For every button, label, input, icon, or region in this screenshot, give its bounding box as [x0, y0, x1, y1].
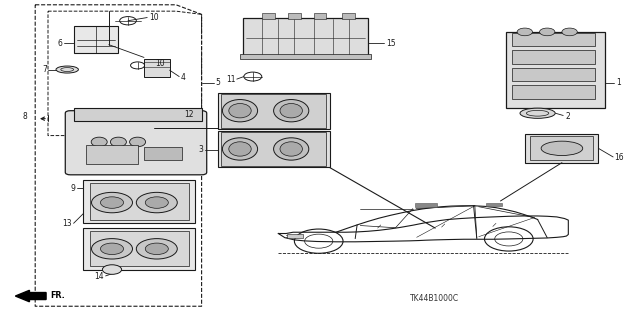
Circle shape: [100, 197, 124, 208]
Ellipse shape: [520, 108, 556, 118]
Circle shape: [562, 28, 577, 36]
Bar: [262, 13, 275, 19]
Ellipse shape: [56, 66, 79, 73]
Text: 1: 1: [616, 78, 621, 87]
Bar: [90, 231, 189, 266]
Ellipse shape: [274, 100, 309, 122]
Ellipse shape: [92, 137, 108, 147]
Text: 10: 10: [156, 59, 165, 68]
Circle shape: [136, 192, 177, 213]
Ellipse shape: [110, 137, 127, 147]
Ellipse shape: [280, 103, 302, 118]
Bar: [415, 203, 437, 207]
Bar: [525, 134, 598, 163]
Ellipse shape: [229, 103, 252, 118]
Circle shape: [517, 28, 532, 36]
Ellipse shape: [129, 137, 146, 147]
Bar: [314, 13, 326, 19]
Bar: [243, 18, 368, 57]
Text: FR.: FR.: [50, 291, 65, 300]
Text: 2: 2: [565, 112, 570, 121]
Circle shape: [136, 239, 177, 259]
Ellipse shape: [274, 138, 309, 160]
Bar: [74, 26, 118, 53]
Bar: [90, 183, 189, 220]
Text: 14: 14: [95, 272, 104, 281]
Bar: [240, 54, 371, 59]
Text: 13: 13: [63, 219, 72, 228]
Bar: [486, 203, 502, 206]
Text: 3: 3: [198, 145, 204, 154]
Bar: [512, 85, 595, 99]
Ellipse shape: [223, 138, 258, 160]
Bar: [512, 33, 595, 46]
Bar: [144, 59, 170, 77]
Text: 10: 10: [149, 13, 159, 22]
Text: 7: 7: [42, 65, 47, 74]
Bar: [86, 145, 138, 164]
Bar: [512, 68, 595, 81]
FancyBboxPatch shape: [74, 108, 202, 121]
Circle shape: [145, 243, 168, 255]
Bar: [288, 13, 301, 19]
Circle shape: [92, 239, 132, 259]
Circle shape: [145, 197, 168, 208]
Bar: [287, 234, 303, 238]
Ellipse shape: [223, 100, 258, 122]
Bar: [221, 94, 326, 128]
Circle shape: [102, 265, 122, 274]
Bar: [506, 32, 605, 108]
Text: 11: 11: [226, 75, 236, 84]
Circle shape: [100, 243, 124, 255]
Bar: [218, 131, 330, 167]
Text: 15: 15: [386, 39, 396, 48]
Text: 12: 12: [184, 110, 194, 119]
Circle shape: [92, 192, 132, 213]
FancyArrow shape: [15, 290, 46, 302]
Bar: [512, 50, 595, 64]
Bar: [218, 93, 330, 129]
Text: 16: 16: [614, 153, 624, 162]
Text: 6: 6: [58, 39, 63, 48]
Ellipse shape: [229, 142, 252, 156]
Circle shape: [540, 28, 555, 36]
Bar: [530, 136, 593, 160]
Text: 11: 11: [296, 97, 306, 106]
Text: 9: 9: [70, 184, 76, 193]
Text: 5: 5: [216, 78, 221, 87]
Bar: [144, 147, 182, 160]
FancyBboxPatch shape: [65, 111, 207, 175]
Bar: [221, 132, 326, 166]
Text: TK44B1000C: TK44B1000C: [410, 294, 459, 303]
Bar: [83, 180, 195, 223]
Bar: [83, 228, 195, 270]
Text: 8: 8: [22, 112, 27, 121]
Ellipse shape: [280, 142, 302, 156]
Text: 4: 4: [181, 73, 186, 82]
Ellipse shape: [541, 141, 582, 155]
Bar: [342, 13, 355, 19]
